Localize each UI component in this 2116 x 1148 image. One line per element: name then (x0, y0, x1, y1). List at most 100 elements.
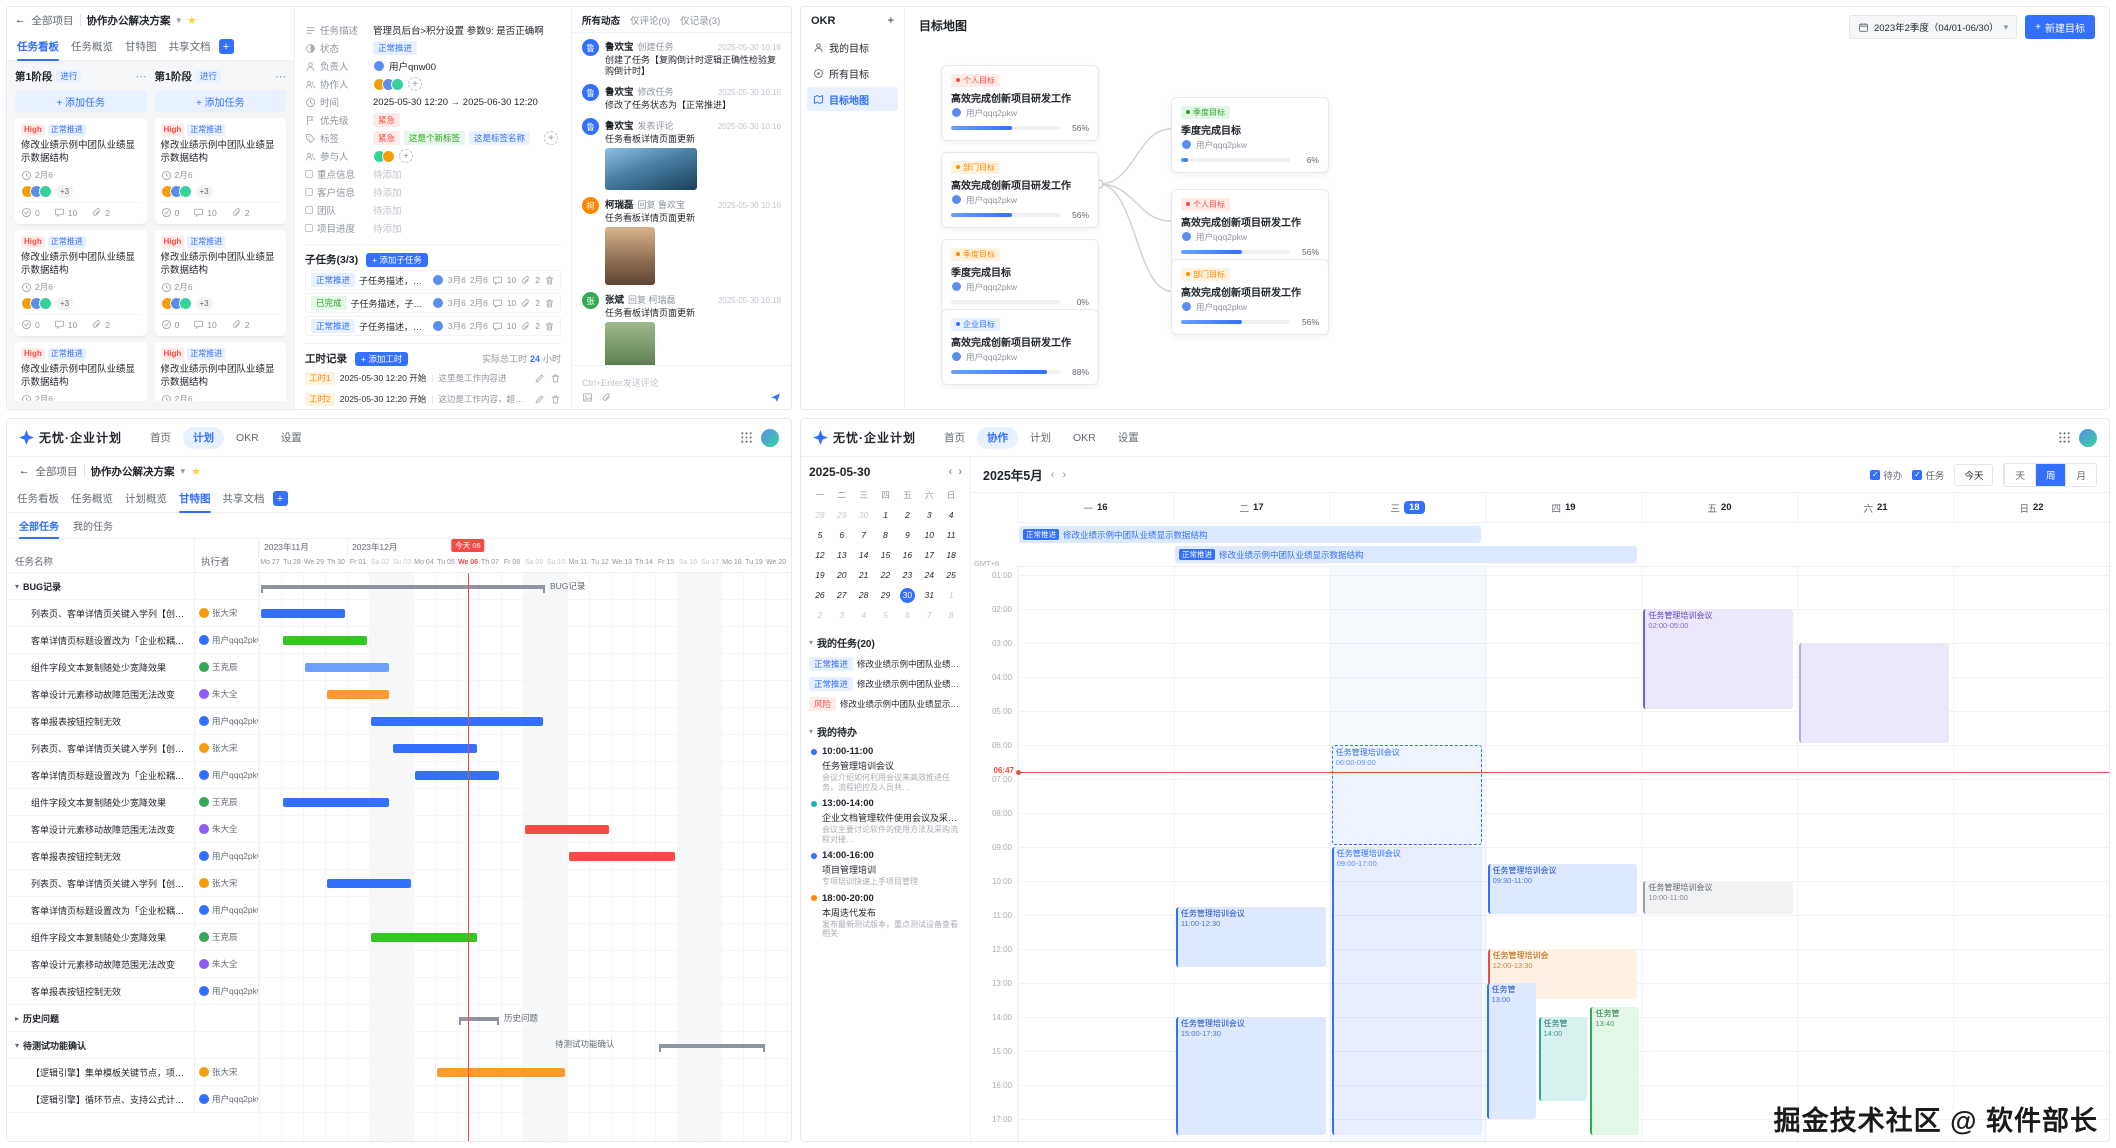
apps-grid-icon[interactable] (740, 431, 753, 444)
gantt-bar[interactable] (327, 879, 411, 888)
feed-user-name[interactable]: 鲁欢宝 (605, 121, 634, 132)
feed-user-name[interactable]: 鲁欢宝 (605, 42, 634, 53)
subtask-row[interactable]: 正常推进 子任务描述，子任务工作内容 3月6 2月6 10 2 (305, 270, 561, 290)
calendar-event[interactable]: 任务管 13:00 (1486, 983, 1536, 1119)
calendar-event[interactable] (1799, 643, 1950, 743)
project-name[interactable]: 协作办公解决方案 (90, 465, 175, 478)
mini-calendar-day[interactable]: 29 (880, 590, 891, 600)
view-tab[interactable]: 共享文档 (222, 493, 265, 505)
feed-image[interactable] (605, 322, 655, 365)
gantt-bar[interactable] (371, 933, 477, 942)
calendar-event[interactable]: 任务管理培训会议 09:00-17:00 (1331, 847, 1482, 1135)
gantt-row[interactable]: 客单设计元素移动故障范围无法改变 朱大全 (7, 951, 791, 978)
view-tab[interactable]: 计划概览 (125, 493, 167, 505)
nav-item[interactable]: 首页 (150, 432, 171, 444)
gantt-row[interactable]: 客单报表按钮控制无效 用户qqq2pkw (7, 978, 791, 1005)
calendar-event[interactable]: 任务管理培训会议 06:00-09:00 (1331, 745, 1482, 845)
sidebar-item-all-goals[interactable]: 所有目标 (807, 61, 898, 85)
tag-chip[interactable]: 这是标签名称 (469, 131, 531, 145)
mini-calendar-day[interactable]: 10 (924, 530, 934, 540)
view-button[interactable]: 月 (2065, 463, 2096, 486)
subtask-row[interactable]: 正常推进 子任务描述，子任务工作内容 3月6 2月6 10 2 (305, 316, 561, 336)
gantt-row[interactable]: 客单详情页标题设置改为「企业松耦」，统一名称 用户qqq2pkw (7, 897, 791, 924)
add-collaborator-button[interactable]: + (408, 77, 422, 91)
mini-calendar-day[interactable]: 31 (924, 590, 934, 600)
add-tag-button[interactable]: + (544, 131, 559, 145)
gantt-row[interactable]: 列表页、客单详情页关键入学列【创建时间】、【修改时间】都乱... 张大宋 (7, 600, 791, 627)
mini-calendar-day[interactable]: 12 (815, 550, 825, 560)
mini-calendar-day[interactable]: 1 (883, 510, 888, 520)
mini-calendar-day[interactable]: 6 (839, 530, 845, 540)
task-card[interactable]: High 正常推进 修改业绩示例中团队业绩显示数据结构 2月6 (15, 230, 147, 336)
feed-image[interactable] (605, 227, 655, 285)
gantt-bar[interactable] (261, 609, 345, 618)
calendar-event[interactable]: 任务管理培训会议 15:00-17:30 (1175, 1017, 1326, 1135)
gantt-row[interactable]: 【逻辑引擎】集单模板关键节点，项目数据和消息用户返回效果 张大宋 (7, 1059, 791, 1086)
gantt-row[interactable]: 组件字段文本复制随处少宽降效果 王克辰 (7, 654, 791, 681)
priority-value-badge[interactable]: 紧急 (373, 113, 401, 127)
user-avatar[interactable] (2079, 428, 2097, 447)
gantt-bar[interactable] (327, 690, 389, 699)
back-icon[interactable]: ← (15, 14, 26, 26)
add-tab-button[interactable]: + (218, 39, 234, 54)
row-caret-icon[interactable]: ▾ (15, 581, 20, 591)
add-member-button[interactable]: + (399, 149, 413, 163)
calendar-event[interactable]: 任务管理培训会议 02:00-05:00 (1643, 609, 1794, 709)
board-tab[interactable]: 共享文档 (168, 41, 211, 53)
add-task-button[interactable]: + 添加任务 (15, 90, 147, 112)
task-card[interactable]: High 正常推进 修改业绩示例中团队业绩显示数据结构 2月6 (154, 230, 286, 336)
todo-item[interactable]: 14:00-16:00 项目管理培训 专项培训快速上手项目管理 (809, 847, 962, 890)
mini-calendar-day[interactable]: 25 (946, 570, 956, 580)
new-goal-button[interactable]: + 新建目标 (2025, 15, 2095, 39)
week-day-header[interactable]: 二 17 (1173, 493, 1329, 522)
mini-calendar-day[interactable]: 28 (815, 510, 825, 520)
nav-item[interactable]: 首页 (944, 432, 965, 444)
chevron-down-icon[interactable]: ▾ (180, 465, 186, 476)
todo-item[interactable]: 10:00-11:00 任务管理培训会议 会议介绍如何利用会议来高效推进任务，流… (809, 743, 962, 795)
gantt-row[interactable]: 【逻辑引擎】循环节点、支持公式计算引用变量 用户qqq2pkw (7, 1086, 791, 1113)
week-day-header[interactable]: 四 19 (1485, 493, 1641, 522)
task-description[interactable]: 管理员后台>积分设置 参数9: 是否正确啊 (373, 26, 544, 37)
next-icon[interactable]: › (958, 466, 962, 478)
worklog-row[interactable]: 工时2 2025-05-30 12:20 开始 | 这边是工作内容，超出进个别需… (305, 390, 561, 408)
pencil-icon[interactable] (534, 373, 545, 384)
prev-icon[interactable]: ‹ (948, 466, 953, 478)
allday-event-bar[interactable]: 正常推进 修改业绩示例中团队业绩显示数据结构 (1019, 526, 1481, 543)
todo-item[interactable]: 13:00-14:00 企业文档管理软件使用会议及采购对接 会议主要讨论软件的使… (809, 795, 962, 847)
todo-item[interactable]: 18:00-20:00 本周迭代发布 发布最新测试版本，重点测试设备查看相关 (809, 890, 962, 942)
feed-user-name[interactable]: 鲁欢宝 (605, 87, 634, 98)
mini-calendar-day[interactable]: 26 (815, 590, 825, 600)
prev-icon[interactable]: ‹ (1050, 468, 1055, 481)
calendar-event[interactable]: 任务管 13:40 (1590, 1007, 1640, 1135)
sidebar-item-goal-map[interactable]: 目标地图 (807, 87, 898, 111)
pencil-icon[interactable] (534, 394, 545, 405)
sidebar-task-item[interactable]: 风险 修改业绩示例中团队业绩显示数据结构 (809, 694, 962, 714)
gantt-bar[interactable]: 历史问题 (459, 1013, 538, 1025)
mini-calendar-day[interactable]: 14 (858, 550, 869, 560)
my-tasks-section-header[interactable]: ▾ 我的任务(20) (809, 638, 875, 650)
back-icon[interactable]: ← (19, 465, 30, 477)
okr-goal-card[interactable]: 部门目标 高效完成创新项目研发工作 用户qqq2pkw 56% (941, 152, 1099, 228)
feed-user-name[interactable]: 柯瑞磊 (605, 200, 634, 211)
send-icon[interactable] (770, 392, 781, 403)
app-logo[interactable]: 无忧·企业计划 (813, 429, 916, 446)
task-card[interactable]: High 正常推进 修改业绩示例中团队业绩显示数据结构 2月6 (15, 342, 147, 401)
tag-chip[interactable]: 紧急 (373, 131, 401, 145)
week-day-header[interactable]: 日 22 (1953, 493, 2109, 522)
week-day-header[interactable]: 一 16 (1017, 493, 1173, 522)
okr-goal-card[interactable]: 个人目标 高效完成创新项目研发工作 用户qqq2pkw 56% (941, 65, 1099, 141)
mini-calendar-day[interactable]: 27 (837, 590, 847, 600)
mini-calendar-day[interactable]: 19 (815, 570, 825, 580)
mini-calendar-day[interactable]: 21 (858, 570, 869, 580)
okr-goal-card[interactable]: 企业目标 高效完成创新项目研发工作 用户qqq2pkw 88% (941, 309, 1099, 385)
task-card[interactable]: High 正常推进 修改业绩示例中团队业绩显示数据结构 2月6 (154, 118, 286, 224)
user-avatar[interactable] (761, 428, 779, 447)
apps-grid-icon[interactable] (2058, 431, 2071, 444)
mini-calendar-day[interactable]: 15 (880, 550, 891, 560)
gantt-row[interactable]: ▾ 待测试功能确认 待测试功能确认 (7, 1032, 791, 1059)
nav-item[interactable]: 协作 (977, 426, 1018, 449)
sidebar-task-item[interactable]: 正常推进 修改业绩示例中团队业绩显示数据结构 (809, 654, 962, 674)
my-todos-section-header[interactable]: ▾ 我的待办 (809, 727, 858, 739)
project-name[interactable]: 协作办公解决方案 (86, 14, 171, 27)
nav-item[interactable]: 设置 (1117, 432, 1139, 444)
